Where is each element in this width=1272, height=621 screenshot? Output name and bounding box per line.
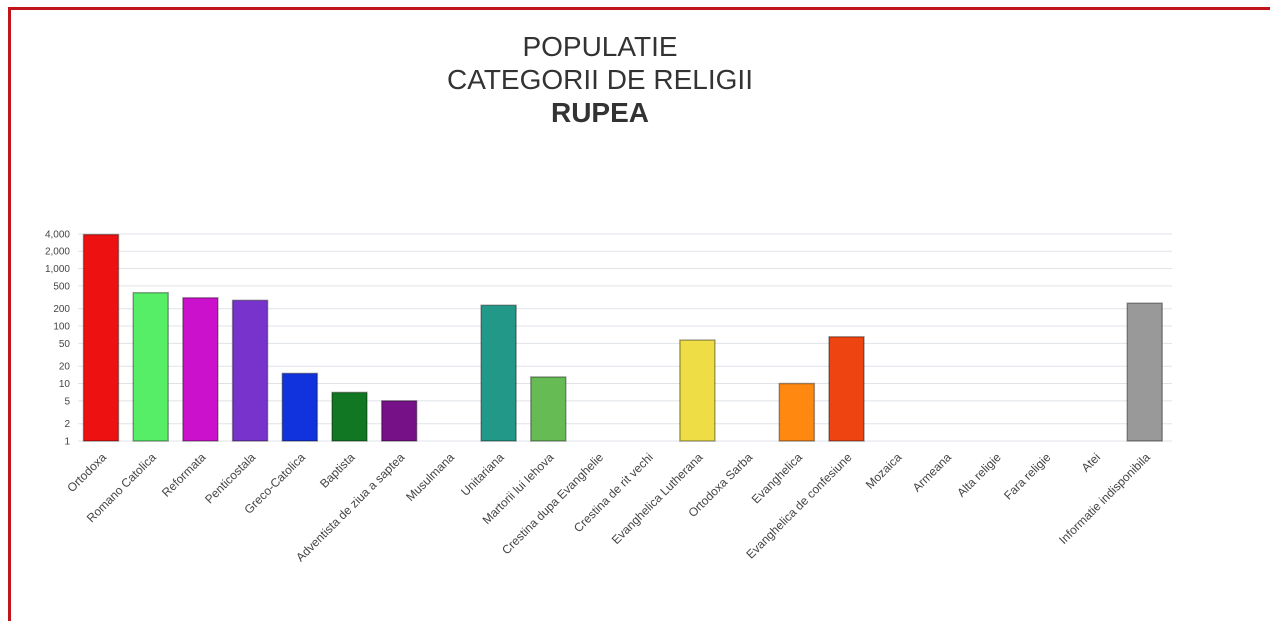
y-tick-label: 1 [64,437,70,448]
x-category-label: Alta religie [954,450,1004,500]
x-category-label: Evanghelica Lutherana [609,450,706,547]
bar [233,300,268,441]
y-axis-ticks: 1 2 5 10 20 50 100 200 500 1,000 2,000 4,000 [45,229,70,447]
bar [332,392,367,441]
bar [282,373,317,441]
bar [531,377,566,441]
bars [84,235,1163,441]
x-category-label: Baptista [317,450,358,491]
x-category-label: Armeana [910,450,955,495]
y-tick-label: 20 [59,362,71,373]
y-tick-label: 2 [64,419,70,430]
y-tick-label: 500 [53,281,70,292]
bar [779,384,814,441]
x-category-label: Musulmana [403,450,457,504]
y-tick-label: 10 [59,379,71,390]
bar [84,235,119,441]
bar [1127,303,1162,441]
y-tick-label: 4,000 [45,229,70,240]
x-category-label: Crestina dupa Evanghelie [499,450,606,557]
x-category-label: Informatie indisponibila [1056,450,1153,547]
x-category-label: Evanghelica de confesiune [743,450,855,562]
bar [382,401,417,441]
bar [829,337,864,441]
x-category-label: Unitariana [458,450,507,499]
y-tick-label: 200 [53,304,70,315]
y-tick-label: 5 [64,396,70,407]
y-tick-label: 2,000 [45,247,70,258]
bar [680,340,715,441]
x-category-label: Ortodoxa [64,450,109,495]
bar [183,298,218,441]
bar [133,293,168,441]
x-category-label: Fara religie [1001,450,1054,503]
y-tick-label: 100 [53,322,70,333]
bar [481,305,516,441]
y-tick-label: 1,000 [45,264,70,275]
x-category-label: Mozaica [863,450,905,492]
x-category-label: Atei [1079,450,1104,475]
y-tick-label: 50 [59,339,71,350]
x-category-label: Reformata [159,450,209,500]
